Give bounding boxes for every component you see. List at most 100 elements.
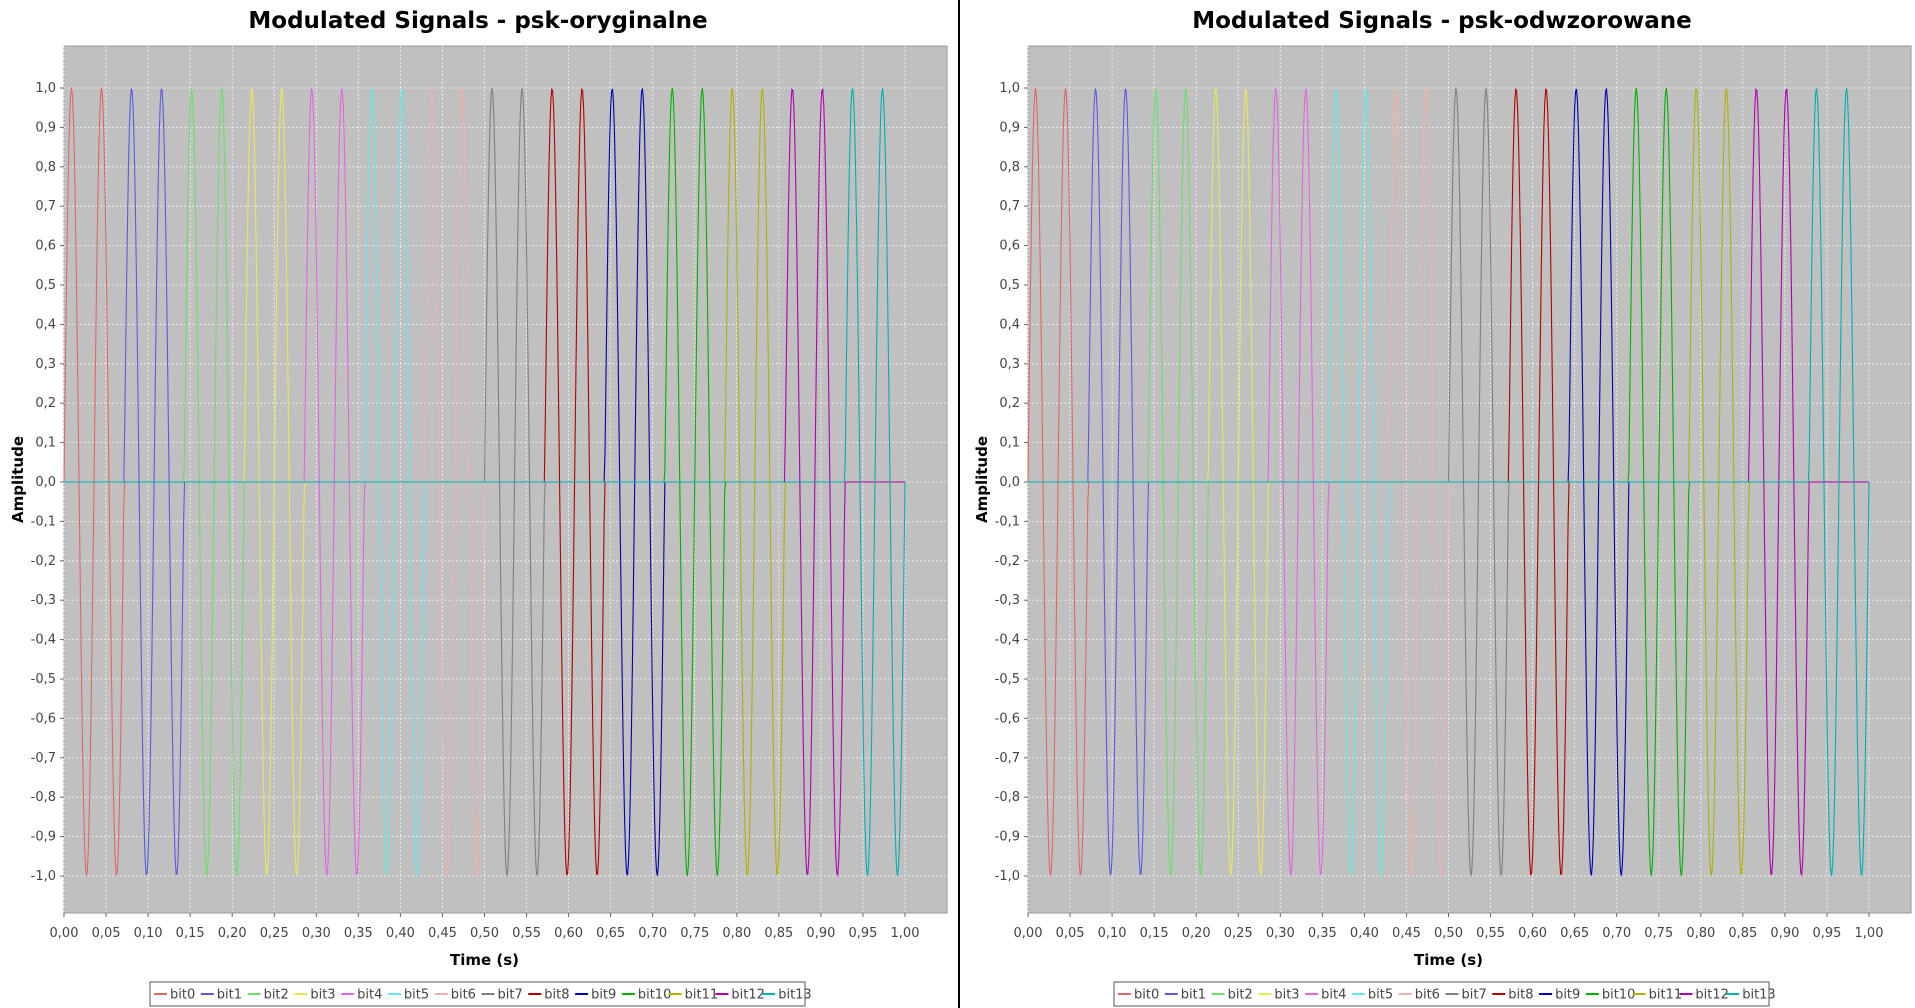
legend-label-bit5: bit5 [1368, 988, 1393, 1003]
legend-label-bit5: bit5 [404, 988, 429, 1003]
x-tick-label: 0,75 [1644, 926, 1673, 941]
series-bit13 [1028, 87, 1870, 877]
y-tick-label: 0,3 [999, 357, 1020, 372]
y-tick-label: 0,2 [35, 396, 56, 411]
x-tick-label: 0,35 [344, 926, 373, 941]
legend-label-bit3: bit3 [1274, 988, 1299, 1003]
legend-label-bit8: bit8 [544, 988, 569, 1003]
legend: bit0 bit1 bit2 bit3 bit4 bit5 bit6 bit7 bit8 bit9… [149, 981, 812, 1007]
x-tick-label: 0,65 [1560, 926, 1589, 941]
x-tick-label: 0,60 [554, 926, 583, 941]
x-tick-label: 0,00 [1014, 926, 1043, 941]
y-tick-label: 0,2 [999, 396, 1020, 411]
y-tick-label: 0,6 [35, 239, 56, 254]
legend-label-bit6: bit6 [1415, 988, 1440, 1003]
x-tick-label: 0,45 [1392, 926, 1421, 941]
y-tick-label: -0,7 [31, 751, 56, 766]
y-tick-label: 0,4 [999, 317, 1020, 332]
legend-label-bit0: bit0 [170, 988, 195, 1003]
x-tick-label: 0,85 [764, 926, 793, 941]
legend: bit0 bit1 bit2 bit3 bit4 bit5 bit6 bit7 bit8 bit9… [1113, 981, 1776, 1007]
y-tick-label: -0,8 [995, 790, 1020, 805]
legend-label-bit4: bit4 [1321, 988, 1346, 1003]
legend-label-bit2: bit2 [264, 988, 289, 1003]
y-tick-label: 0,9 [999, 120, 1020, 135]
legend-label-bit1: bit1 [1181, 988, 1206, 1003]
y-tick-label: -0,4 [31, 633, 56, 648]
y-tick-label: -0,2 [995, 554, 1020, 569]
legend-label-bit3: bit3 [310, 988, 335, 1003]
y-tick-label: 0,5 [999, 278, 1020, 293]
legend-label-bit10: bit10 [1602, 988, 1636, 1003]
x-tick-label: 0,70 [1602, 926, 1631, 941]
x-tick-label: 0,10 [134, 926, 163, 941]
y-tick-label: -0,3 [31, 593, 56, 608]
x-tick-label: 0,50 [470, 926, 499, 941]
y-tick-label: 0,8 [35, 160, 56, 175]
x-tick-label: 0,60 [1518, 926, 1547, 941]
y-tick-label: 0,5 [35, 278, 56, 293]
legend-label-bit8: bit8 [1508, 988, 1533, 1003]
y-tick-label: 0,0 [35, 475, 56, 490]
x-tick-label: 1,00 [891, 926, 920, 941]
x-tick-label: 0,15 [1140, 926, 1169, 941]
x-tick-label: 0,30 [1266, 926, 1295, 941]
y-tick-label: -0,7 [995, 751, 1020, 766]
y-tick-label: -0,3 [995, 593, 1020, 608]
y-tick-label: 1,0 [999, 81, 1020, 96]
y-tick-label: -0,8 [31, 790, 56, 805]
y-tick-label: -0,5 [31, 672, 56, 687]
y-tick-label: 0,7 [999, 199, 1020, 214]
legend-label-bit11: bit11 [685, 988, 719, 1003]
x-tick-label: 0,80 [1686, 926, 1715, 941]
x-tick-label: 0,55 [512, 926, 541, 941]
legend-label-bit6: bit6 [451, 988, 476, 1003]
y-tick-label: -0,4 [995, 633, 1020, 648]
y-tick-label: -0,9 [995, 830, 1020, 845]
legend-label-bit9: bit9 [591, 988, 616, 1003]
x-tick-label: 0,20 [218, 926, 247, 941]
legend-label-bit10: bit10 [638, 988, 672, 1003]
y-tick-label: 0,1 [35, 436, 56, 451]
x-tick-label: 0,40 [1350, 926, 1379, 941]
legend-label-bit7: bit7 [498, 988, 523, 1003]
x-tick-label: 0,70 [638, 926, 667, 941]
y-axis-label: Amplitude [973, 436, 991, 523]
x-tick-label: 0,75 [680, 926, 709, 941]
x-tick-label: 0,55 [1476, 926, 1505, 941]
x-tick-label: 0,90 [806, 926, 835, 941]
y-tick-label: 0,9 [35, 120, 56, 135]
x-tick-label: 0,35 [1308, 926, 1337, 941]
legend-label-bit4: bit4 [357, 988, 382, 1003]
y-tick-label: -0,5 [995, 672, 1020, 687]
legend-label-bit13: bit13 [778, 988, 812, 1003]
legend-label-bit12: bit12 [731, 988, 765, 1003]
x-tick-label: 0,00 [50, 926, 79, 941]
y-tick-label: 1,0 [35, 81, 56, 96]
chart-panel-1: Modulated Signals - psk-odwzorowane 1,0 0,… [973, 8, 1912, 1007]
x-tick-label: 0,15 [176, 926, 205, 941]
legend-label-bit12: bit12 [1695, 988, 1729, 1003]
y-tick-label: 0,0 [999, 475, 1020, 490]
legend-label-bit11: bit11 [1649, 988, 1683, 1003]
y-tick-label: 0,4 [35, 317, 56, 332]
y-tick-label: 0,7 [35, 199, 56, 214]
chart-title: Modulated Signals - psk-oryginalne [248, 8, 707, 34]
y-tick-label: 0,6 [999, 239, 1020, 254]
y-tick-label: -1,0 [31, 869, 56, 884]
y-tick-label: -0,9 [31, 830, 56, 845]
x-tick-label: 0,85 [1728, 926, 1757, 941]
x-tick-label: 0,65 [596, 926, 625, 941]
x-tick-label: 0,40 [386, 926, 415, 941]
y-axis-label: Amplitude [9, 436, 27, 523]
y-tick-label: -0,2 [31, 554, 56, 569]
legend-label-bit7: bit7 [1462, 988, 1487, 1003]
y-tick-label: -0,6 [31, 711, 56, 726]
x-tick-label: 0,05 [1056, 926, 1085, 941]
legend-label-bit9: bit9 [1555, 988, 1580, 1003]
x-tick-label: 0,10 [1098, 926, 1127, 941]
y-tick-label: -0,1 [995, 514, 1020, 529]
legend-label-bit13: bit13 [1742, 988, 1776, 1003]
x-tick-label: 0,80 [722, 926, 751, 941]
